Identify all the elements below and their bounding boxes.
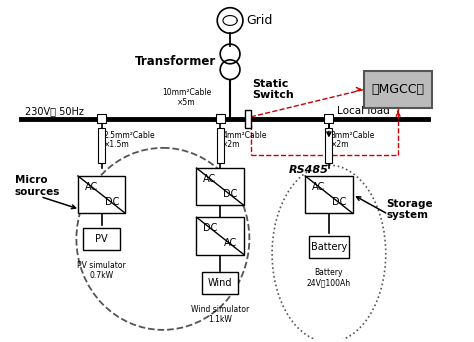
Bar <box>78 176 125 213</box>
Text: PV: PV <box>95 234 108 244</box>
Text: RS485: RS485 <box>289 165 329 175</box>
Bar <box>202 272 238 294</box>
Bar <box>97 115 106 123</box>
Text: 10mm²Cable
×5m: 10mm²Cable ×5m <box>162 88 211 107</box>
Text: 230V， 50Hz: 230V， 50Hz <box>25 106 83 116</box>
Text: AC: AC <box>312 182 325 192</box>
Text: DC: DC <box>332 197 346 207</box>
Text: Wind: Wind <box>208 278 232 288</box>
Text: Micro
sources: Micro sources <box>15 175 60 197</box>
Bar <box>83 228 120 250</box>
Text: PV simulator
0.7kW: PV simulator 0.7kW <box>77 261 126 280</box>
Text: DC: DC <box>105 197 119 207</box>
Text: Wind simulator
1.1kW: Wind simulator 1.1kW <box>191 305 249 324</box>
Bar <box>325 115 333 123</box>
Bar <box>309 236 349 258</box>
Text: Battery: Battery <box>311 242 347 252</box>
Text: Transformer: Transformer <box>135 55 216 68</box>
Bar <box>245 110 251 128</box>
Bar <box>365 71 432 108</box>
Text: 8mm²Cable
×2m: 8mm²Cable ×2m <box>331 131 375 149</box>
Text: DC: DC <box>223 189 238 199</box>
Text: DC: DC <box>202 223 217 234</box>
Bar <box>216 115 225 123</box>
Bar <box>326 128 332 163</box>
Text: （MGCC）: （MGCC） <box>372 83 425 96</box>
Text: AC: AC <box>224 238 237 248</box>
Text: 4mm²Cable
×2m: 4mm²Cable ×2m <box>222 131 267 149</box>
Text: Grid: Grid <box>246 14 272 27</box>
Text: AC: AC <box>203 174 217 184</box>
Text: Local load: Local load <box>337 106 390 116</box>
Bar <box>305 176 353 213</box>
Text: 2.5mm²Cable
×1.5m: 2.5mm²Cable ×1.5m <box>104 131 155 149</box>
Bar <box>197 168 244 206</box>
Bar <box>217 128 224 163</box>
Text: Battery
24V，100Ah: Battery 24V，100Ah <box>307 268 351 288</box>
Text: Static
Switch: Static Switch <box>252 79 293 100</box>
Bar <box>98 128 105 163</box>
Text: AC: AC <box>84 182 98 192</box>
Bar <box>197 217 244 255</box>
Text: Storage
system: Storage system <box>386 199 433 220</box>
